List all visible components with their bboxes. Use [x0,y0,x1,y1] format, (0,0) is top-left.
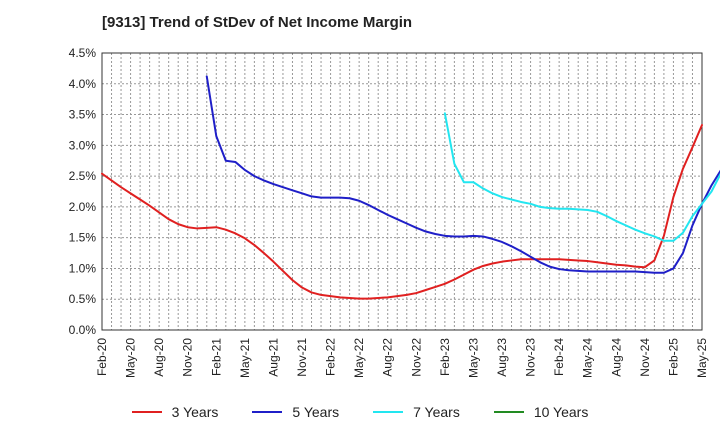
legend-swatch [373,411,404,413]
series-line-7-years [443,112,720,242]
x-tick-label: Aug-20 [152,338,166,377]
x-tick-label: Aug-21 [266,338,280,377]
y-tick-label: 4.0% [69,77,97,91]
y-tick-label: 0.0% [69,323,97,337]
x-tick-label: May-23 [466,338,480,378]
x-tick-label: May-24 [581,338,595,378]
y-tick-label: 1.0% [69,261,97,275]
x-tick-label: Nov-22 [409,338,423,377]
y-tick-label: 2.5% [69,169,97,183]
chart-title: [9313] Trend of StDev of Net Income Marg… [102,14,413,31]
legend-swatch [252,411,283,413]
y-tick-label: 3.5% [69,108,97,122]
legend-label: 3 Years [171,404,219,420]
y-tick-label: 2.0% [69,200,97,214]
x-tick-label: Aug-24 [609,338,623,377]
legend-item: 7 Years [373,404,460,420]
y-tick-label: 4.5% [69,46,97,60]
legend-label: 5 Years [292,404,340,420]
x-tick-label: May-21 [238,338,252,378]
x-tick-label: Feb-22 [324,338,338,376]
x-tick-label: Feb-20 [95,338,109,376]
legend-item: 10 Years [493,404,589,420]
x-tick-label: May-22 [352,338,366,378]
legend-item: 5 Years [252,404,339,420]
legend-swatch [131,411,162,413]
chart-legend: 3 Years 5 Years 7 Years 10 Years [0,404,720,420]
x-tick-label: Aug-22 [381,338,395,377]
x-tick-label: Feb-25 [666,338,680,376]
legend-swatch [493,411,524,413]
x-tick-label: Feb-23 [438,338,452,376]
x-tick-label: Nov-24 [638,338,652,377]
legend-label: 10 Years [533,404,589,420]
series-line-5-years [205,75,720,274]
x-tick-label: May-20 [124,338,138,378]
legend-label: 7 Years [413,404,460,420]
x-tick-label: Nov-21 [295,338,309,377]
series-line-3-years [101,124,703,300]
x-tick-label: Nov-23 [524,338,538,377]
x-tick-label: Feb-24 [552,338,566,376]
plot-frame [101,52,703,331]
x-tick-label: Nov-20 [181,338,195,377]
x-tick-label: May-25 [695,338,709,378]
legend-item: 3 Years [131,404,219,420]
y-tick-label: 1.5% [69,231,97,245]
x-tick-label: Aug-23 [495,338,509,377]
y-tick-label: 3.0% [69,138,97,152]
y-tick-label: 0.5% [69,292,97,306]
x-tick-label: Feb-21 [209,338,223,376]
